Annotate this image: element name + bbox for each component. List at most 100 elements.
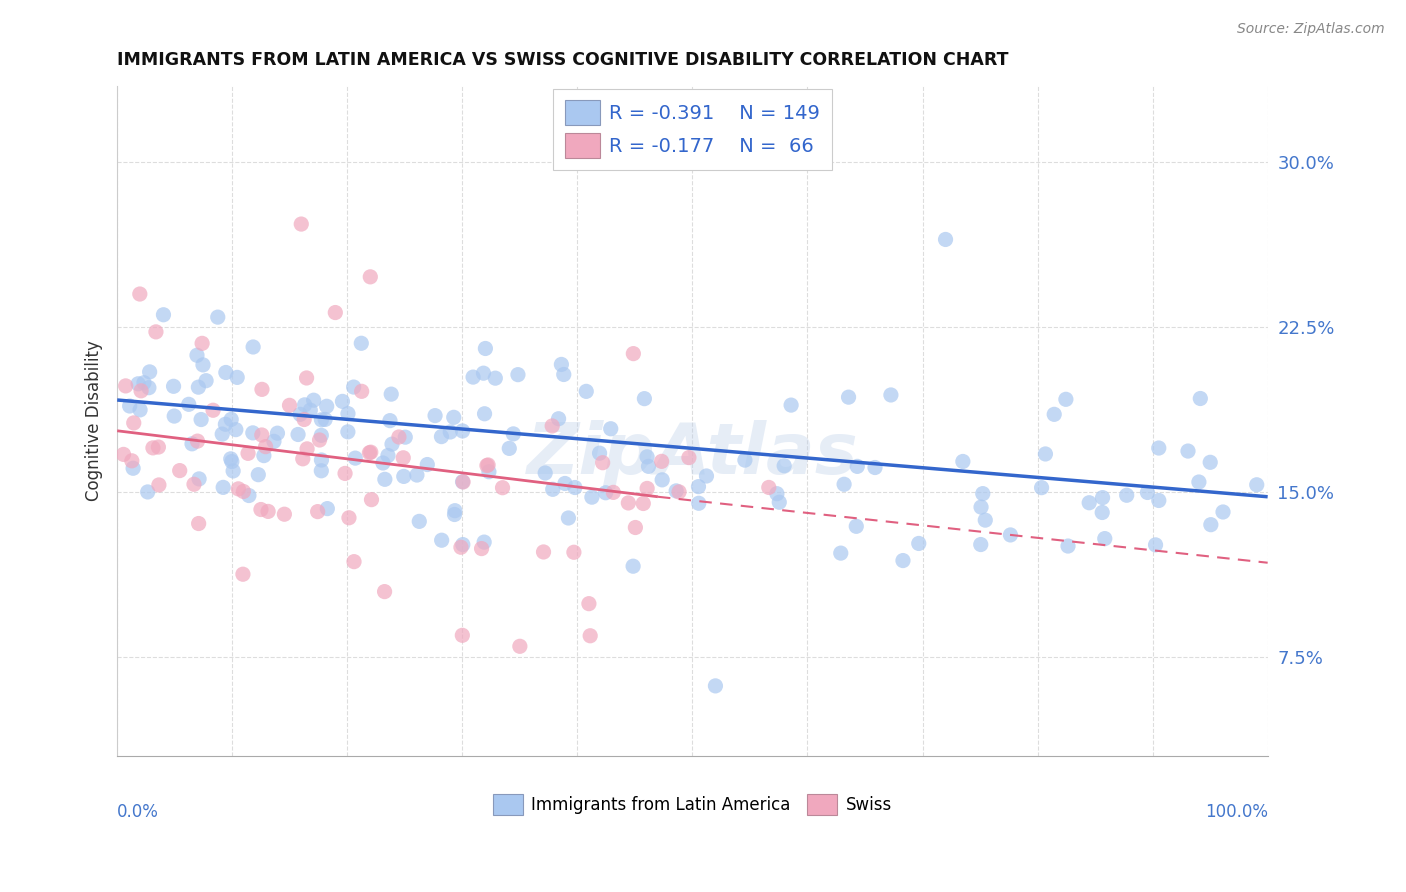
Point xyxy=(323,305,346,319)
Point xyxy=(394,430,416,444)
Point xyxy=(588,446,610,460)
Point xyxy=(471,541,494,556)
Point xyxy=(1035,447,1057,461)
Point xyxy=(541,419,564,434)
Point xyxy=(502,426,524,441)
Point xyxy=(439,425,461,439)
Point xyxy=(880,388,903,402)
Point xyxy=(219,451,242,466)
Point xyxy=(169,464,191,478)
Point xyxy=(122,416,145,430)
Point xyxy=(472,366,495,380)
Point xyxy=(371,456,394,470)
Point xyxy=(617,496,640,510)
Point xyxy=(138,365,160,379)
Point xyxy=(145,325,167,339)
Point xyxy=(290,408,312,422)
Point xyxy=(444,504,467,518)
Point xyxy=(830,546,852,560)
Point xyxy=(758,480,780,494)
Point xyxy=(292,412,315,426)
Point xyxy=(863,460,886,475)
Point xyxy=(381,437,404,451)
Point xyxy=(1177,444,1199,458)
Point xyxy=(891,553,914,567)
Point xyxy=(207,310,229,325)
Point xyxy=(359,446,381,460)
Point xyxy=(332,394,354,409)
Point xyxy=(461,370,484,384)
Point xyxy=(242,425,264,440)
Point xyxy=(263,434,285,449)
Point xyxy=(1115,488,1137,502)
Point xyxy=(602,485,624,500)
Point xyxy=(215,366,238,380)
Y-axis label: Cognitive Disability: Cognitive Disability xyxy=(86,341,103,501)
Point xyxy=(704,679,727,693)
Legend: Immigrants from Latin America, Swiss: Immigrants from Latin America, Swiss xyxy=(486,787,898,822)
Point xyxy=(668,484,690,499)
Point xyxy=(451,424,474,438)
Point xyxy=(316,501,339,516)
Point xyxy=(302,393,325,408)
Point xyxy=(475,458,498,473)
Point xyxy=(554,476,576,491)
Point xyxy=(633,496,655,510)
Point xyxy=(232,567,254,582)
Point xyxy=(388,430,411,444)
Point xyxy=(1199,455,1222,469)
Point xyxy=(541,483,564,497)
Point xyxy=(408,514,430,528)
Point xyxy=(651,473,673,487)
Point xyxy=(498,442,520,456)
Point xyxy=(114,379,136,393)
Point xyxy=(350,384,373,399)
Point xyxy=(212,480,235,494)
Point xyxy=(257,504,280,518)
Point xyxy=(350,336,373,351)
Point xyxy=(222,464,245,478)
Point xyxy=(695,469,717,483)
Point xyxy=(211,427,233,442)
Point xyxy=(472,535,495,549)
Point xyxy=(406,468,429,483)
Point xyxy=(579,629,602,643)
Point xyxy=(1147,493,1170,508)
Point xyxy=(225,423,247,437)
Point xyxy=(128,287,150,301)
Point xyxy=(250,502,273,516)
Point xyxy=(451,538,474,552)
Point xyxy=(344,451,367,466)
Text: ZipAtlas: ZipAtlas xyxy=(527,420,858,489)
Point xyxy=(533,545,555,559)
Point xyxy=(311,428,333,442)
Point xyxy=(506,368,529,382)
Point xyxy=(451,475,474,489)
Point xyxy=(952,454,974,468)
Point xyxy=(266,426,288,441)
Point xyxy=(734,453,756,467)
Point xyxy=(1054,392,1077,407)
Point xyxy=(443,508,465,522)
Point xyxy=(122,461,145,475)
Point xyxy=(581,490,603,504)
Point xyxy=(1199,517,1222,532)
Text: IMMIGRANTS FROM LATIN AMERICA VS SWISS COGNITIVE DISABILITY CORRELATION CHART: IMMIGRANTS FROM LATIN AMERICA VS SWISS C… xyxy=(117,51,1008,69)
Point xyxy=(232,484,254,499)
Point xyxy=(1212,505,1234,519)
Point xyxy=(188,472,211,486)
Point xyxy=(1188,475,1211,489)
Point xyxy=(509,640,531,654)
Point xyxy=(1246,477,1268,491)
Point xyxy=(636,450,658,464)
Point xyxy=(380,387,402,401)
Point xyxy=(136,485,159,500)
Point xyxy=(112,447,135,461)
Point xyxy=(430,533,453,548)
Point xyxy=(637,459,659,474)
Point xyxy=(621,346,644,360)
Point xyxy=(451,475,474,489)
Point xyxy=(392,469,415,483)
Point xyxy=(236,446,259,460)
Point xyxy=(336,425,359,439)
